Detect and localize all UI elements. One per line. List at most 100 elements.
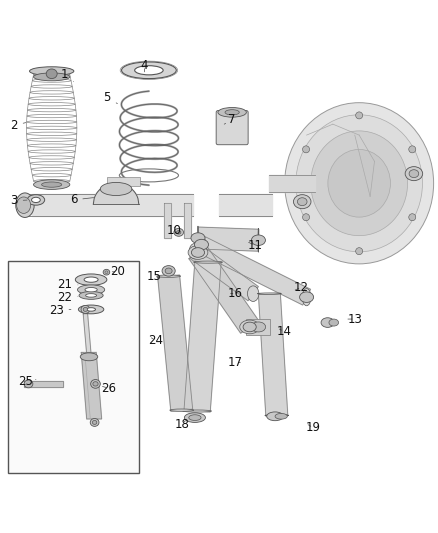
Ellipse shape bbox=[162, 265, 175, 276]
Polygon shape bbox=[198, 237, 311, 305]
Ellipse shape bbox=[303, 146, 310, 153]
Ellipse shape bbox=[321, 318, 334, 327]
Ellipse shape bbox=[84, 277, 98, 282]
Polygon shape bbox=[184, 203, 191, 238]
Text: 12: 12 bbox=[294, 281, 309, 294]
Ellipse shape bbox=[103, 269, 110, 275]
Ellipse shape bbox=[300, 292, 314, 302]
Ellipse shape bbox=[24, 380, 33, 388]
Ellipse shape bbox=[177, 231, 181, 234]
Ellipse shape bbox=[265, 415, 289, 416]
Ellipse shape bbox=[191, 233, 205, 243]
Ellipse shape bbox=[16, 193, 34, 217]
Ellipse shape bbox=[80, 353, 98, 361]
Polygon shape bbox=[258, 293, 288, 416]
Ellipse shape bbox=[92, 421, 97, 424]
Polygon shape bbox=[158, 275, 193, 411]
Ellipse shape bbox=[251, 235, 265, 246]
Ellipse shape bbox=[184, 413, 205, 423]
Ellipse shape bbox=[105, 271, 108, 273]
Ellipse shape bbox=[285, 103, 434, 264]
Ellipse shape bbox=[311, 131, 407, 236]
Ellipse shape bbox=[243, 322, 256, 332]
Text: 13: 13 bbox=[347, 312, 362, 326]
Ellipse shape bbox=[165, 268, 172, 274]
Ellipse shape bbox=[409, 169, 419, 177]
Ellipse shape bbox=[275, 414, 287, 419]
Bar bbox=[8, 261, 139, 473]
Polygon shape bbox=[269, 174, 315, 192]
Ellipse shape bbox=[328, 149, 390, 217]
Ellipse shape bbox=[225, 110, 239, 115]
Ellipse shape bbox=[189, 415, 201, 421]
Text: 15: 15 bbox=[147, 270, 162, 282]
Ellipse shape bbox=[258, 293, 281, 294]
Ellipse shape bbox=[302, 288, 311, 306]
Text: 19: 19 bbox=[306, 421, 321, 434]
Ellipse shape bbox=[218, 108, 246, 117]
Ellipse shape bbox=[122, 62, 176, 78]
Ellipse shape bbox=[42, 182, 62, 187]
Ellipse shape bbox=[170, 409, 194, 411]
Ellipse shape bbox=[188, 246, 208, 260]
Ellipse shape bbox=[174, 229, 184, 236]
Ellipse shape bbox=[34, 180, 70, 189]
Ellipse shape bbox=[409, 214, 416, 221]
Text: 6: 6 bbox=[70, 193, 94, 206]
Text: 4: 4 bbox=[141, 59, 148, 72]
Ellipse shape bbox=[303, 214, 310, 221]
Ellipse shape bbox=[157, 275, 180, 277]
Text: 2: 2 bbox=[10, 119, 26, 132]
Polygon shape bbox=[184, 261, 221, 412]
Bar bbox=[107, 177, 140, 187]
Ellipse shape bbox=[183, 410, 212, 412]
Ellipse shape bbox=[81, 305, 90, 313]
Polygon shape bbox=[219, 194, 272, 216]
Ellipse shape bbox=[78, 305, 104, 314]
Ellipse shape bbox=[90, 418, 99, 426]
Ellipse shape bbox=[297, 198, 307, 206]
Ellipse shape bbox=[85, 287, 97, 292]
Polygon shape bbox=[190, 244, 258, 301]
Text: 7: 7 bbox=[224, 114, 236, 126]
Ellipse shape bbox=[100, 182, 132, 196]
Ellipse shape bbox=[293, 195, 311, 209]
Ellipse shape bbox=[86, 294, 96, 297]
Ellipse shape bbox=[194, 239, 208, 250]
Polygon shape bbox=[198, 227, 259, 251]
Text: 26: 26 bbox=[101, 382, 116, 395]
Ellipse shape bbox=[46, 69, 57, 78]
Ellipse shape bbox=[91, 379, 100, 388]
Text: 11: 11 bbox=[247, 239, 262, 252]
Text: 22: 22 bbox=[57, 290, 78, 304]
Ellipse shape bbox=[356, 112, 363, 119]
Text: 21: 21 bbox=[57, 278, 78, 292]
Text: 17: 17 bbox=[228, 357, 243, 369]
Ellipse shape bbox=[79, 292, 103, 300]
Ellipse shape bbox=[32, 197, 40, 203]
Text: 20: 20 bbox=[110, 265, 125, 278]
Text: 1: 1 bbox=[61, 68, 74, 82]
Ellipse shape bbox=[29, 67, 74, 76]
Ellipse shape bbox=[197, 236, 206, 253]
Text: 3: 3 bbox=[11, 195, 27, 207]
Ellipse shape bbox=[409, 146, 416, 153]
Ellipse shape bbox=[356, 248, 363, 255]
Polygon shape bbox=[81, 352, 102, 419]
Ellipse shape bbox=[87, 308, 95, 311]
Text: 18: 18 bbox=[174, 418, 189, 431]
Ellipse shape bbox=[78, 285, 105, 295]
Ellipse shape bbox=[240, 320, 260, 334]
Text: 10: 10 bbox=[167, 224, 182, 237]
Polygon shape bbox=[83, 314, 91, 352]
Polygon shape bbox=[93, 183, 139, 204]
Ellipse shape bbox=[189, 244, 201, 259]
Ellipse shape bbox=[191, 248, 205, 257]
Ellipse shape bbox=[267, 412, 283, 421]
FancyBboxPatch shape bbox=[216, 110, 248, 145]
Bar bbox=[246, 319, 271, 335]
Ellipse shape bbox=[27, 195, 45, 205]
Polygon shape bbox=[32, 194, 193, 216]
Text: 16: 16 bbox=[228, 287, 243, 300]
Ellipse shape bbox=[329, 319, 339, 326]
